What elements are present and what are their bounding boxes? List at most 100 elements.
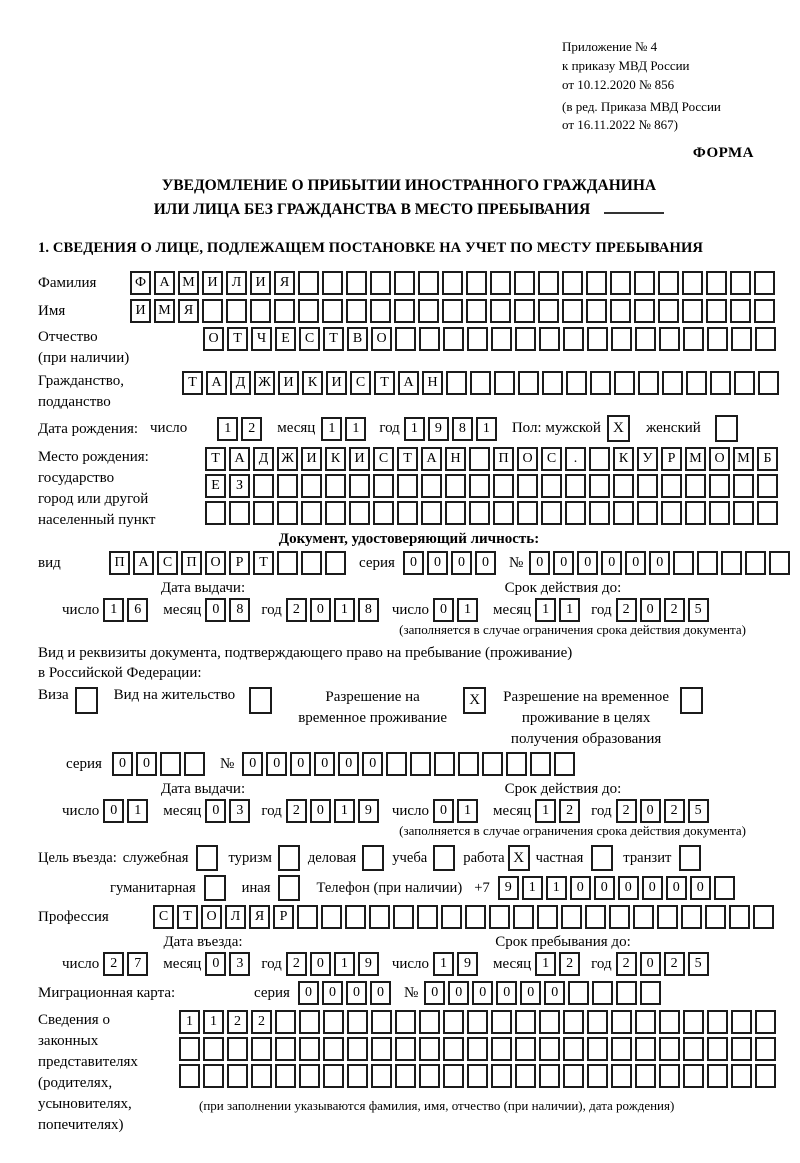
char-cell[interactable] (539, 1037, 560, 1062)
char-cell[interactable]: 0 (309, 952, 331, 977)
char-cell[interactable]: 0 (665, 876, 687, 901)
char-cell[interactable]: 9 (457, 952, 479, 977)
char-cell[interactable] (275, 1037, 296, 1062)
char-cell[interactable] (490, 271, 511, 296)
char-cell[interactable]: 1 (333, 952, 355, 977)
char-cell[interactable]: О (203, 327, 224, 352)
char-cell[interactable]: Ф (130, 271, 151, 296)
char-cell[interactable]: 2 (615, 799, 637, 824)
char-cell[interactable] (562, 299, 583, 324)
char-cell[interactable] (587, 1037, 608, 1062)
char-cell[interactable]: 0 (553, 551, 575, 576)
char-cell[interactable] (299, 1010, 320, 1035)
char-cell[interactable] (301, 551, 322, 576)
char-cell[interactable]: 2 (227, 1010, 248, 1035)
char-cell[interactable] (419, 1037, 440, 1062)
char-cell[interactable] (482, 752, 504, 777)
purpose-tourism-checkbox[interactable] (277, 845, 300, 872)
char-cell[interactable] (609, 905, 630, 930)
char-cell[interactable]: 0 (639, 799, 661, 824)
char-cell[interactable]: А (229, 447, 250, 472)
char-cell[interactable] (465, 905, 486, 930)
purpose-other-checkbox[interactable] (278, 875, 301, 902)
char-cell[interactable] (707, 1010, 728, 1035)
char-cell[interactable] (592, 981, 614, 1006)
char-cell[interactable] (417, 905, 438, 930)
char-cell[interactable] (418, 299, 439, 324)
char-cell[interactable] (442, 299, 463, 324)
char-cell[interactable] (611, 327, 632, 352)
char-cell[interactable]: 0 (424, 981, 446, 1006)
char-cell[interactable]: 3 (229, 799, 251, 824)
sex-female-checkbox[interactable] (714, 415, 738, 443)
char-cell[interactable]: С (373, 447, 394, 472)
char-cell[interactable] (347, 1064, 368, 1089)
char-cell[interactable] (705, 905, 726, 930)
char-cell[interactable]: 2 (615, 598, 637, 623)
char-cell[interactable] (298, 271, 319, 296)
char-cell[interactable]: 0 (345, 981, 367, 1006)
char-cell[interactable] (489, 905, 510, 930)
char-cell[interactable]: 9 (357, 799, 379, 824)
char-cell[interactable] (634, 271, 655, 296)
char-cell[interactable] (514, 271, 535, 296)
char-cell[interactable]: О (371, 327, 392, 352)
char-cell[interactable]: С (350, 371, 371, 396)
char-cell[interactable]: . (565, 447, 586, 472)
char-cell[interactable] (563, 327, 584, 352)
char-cell[interactable] (491, 1037, 512, 1062)
char-cell[interactable] (179, 1037, 200, 1062)
char-cell[interactable]: А (133, 551, 154, 576)
char-cell[interactable] (301, 501, 322, 526)
char-cell[interactable]: Я (249, 905, 270, 930)
char-cell[interactable] (661, 474, 682, 499)
char-cell[interactable]: О (201, 905, 222, 930)
char-cell[interactable] (515, 1010, 536, 1035)
char-cell[interactable] (347, 1010, 368, 1035)
char-cell[interactable] (706, 299, 727, 324)
char-cell[interactable]: 1 (345, 416, 367, 441)
char-cell[interactable] (755, 1064, 776, 1089)
char-cell[interactable] (745, 551, 767, 576)
char-cell[interactable]: 0 (433, 799, 455, 824)
char-cell[interactable] (730, 299, 751, 324)
char-cell[interactable]: 0 (135, 752, 157, 777)
char-cell[interactable] (659, 1037, 680, 1062)
char-cell[interactable]: 1 (321, 416, 343, 441)
char-cell[interactable] (541, 474, 562, 499)
char-cell[interactable] (637, 474, 658, 499)
char-cell[interactable]: У (637, 447, 658, 472)
sex-male-checkbox[interactable]: X (606, 415, 630, 443)
char-cell[interactable] (709, 474, 730, 499)
char-cell[interactable]: 0 (297, 981, 319, 1006)
char-cell[interactable]: Е (275, 327, 296, 352)
char-cell[interactable] (610, 299, 631, 324)
visa-checkbox[interactable] (74, 687, 98, 715)
purpose-business-checkbox[interactable] (362, 845, 385, 872)
char-cell[interactable] (458, 752, 480, 777)
char-cell[interactable] (445, 474, 466, 499)
char-cell[interactable] (346, 299, 367, 324)
char-cell[interactable] (395, 1010, 416, 1035)
char-cell[interactable]: 2 (663, 952, 685, 977)
char-cell[interactable] (539, 327, 560, 352)
char-cell[interactable] (683, 1010, 704, 1035)
char-cell[interactable] (730, 271, 751, 296)
char-cell[interactable] (203, 1037, 224, 1062)
char-cell[interactable] (325, 474, 346, 499)
char-cell[interactable] (566, 371, 587, 396)
char-cell[interactable]: 0 (309, 799, 331, 824)
char-cell[interactable]: Н (422, 371, 443, 396)
char-cell[interactable] (322, 271, 343, 296)
char-cell[interactable] (685, 474, 706, 499)
char-cell[interactable]: Н (445, 447, 466, 472)
char-cell[interactable]: 0 (338, 752, 360, 777)
char-cell[interactable]: 0 (433, 598, 455, 623)
char-cell[interactable]: 0 (205, 598, 227, 623)
char-cell[interactable] (349, 501, 370, 526)
char-cell[interactable]: 0 (450, 551, 472, 576)
char-cell[interactable] (538, 271, 559, 296)
char-cell[interactable]: 0 (520, 981, 542, 1006)
temp-residence-checkbox[interactable]: X (463, 687, 487, 715)
char-cell[interactable] (205, 501, 226, 526)
